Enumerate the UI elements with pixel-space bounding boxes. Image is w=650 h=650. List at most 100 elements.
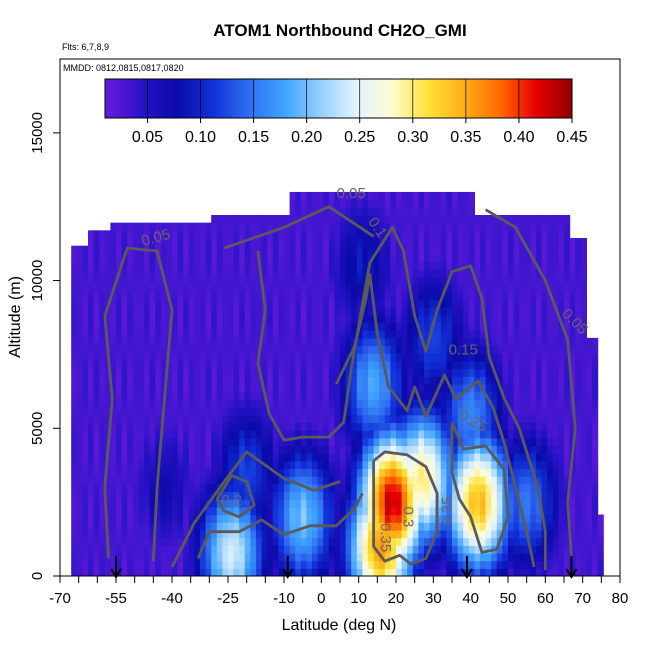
heatmap-cell xyxy=(379,299,386,308)
heatmap-cell xyxy=(239,330,246,339)
heatmap-cell xyxy=(272,568,279,576)
heatmap-cell xyxy=(334,191,341,201)
heatmap-cell xyxy=(312,468,319,477)
heatmap-cell xyxy=(121,552,128,562)
heatmap-cell xyxy=(519,353,526,362)
heatmap-cell xyxy=(485,230,492,239)
heatmap-cell xyxy=(144,291,151,301)
heatmap-cell xyxy=(356,499,363,508)
heatmap-cell xyxy=(205,391,212,400)
heatmap-cell xyxy=(138,545,145,554)
heatmap-cell xyxy=(368,253,375,262)
heatmap-cell xyxy=(384,276,391,285)
heatmap-cell xyxy=(351,245,358,254)
heatmap-cell xyxy=(351,322,358,331)
heatmap-cell xyxy=(558,522,565,531)
heatmap-cell xyxy=(216,222,223,231)
heatmap-cell xyxy=(149,391,156,400)
heatmap-cell xyxy=(351,445,358,454)
heatmap-cell xyxy=(457,214,464,224)
heatmap-cell xyxy=(340,238,347,247)
heatmap-cell xyxy=(592,383,599,393)
heatmap-cell xyxy=(384,284,391,293)
heatmap-cell xyxy=(536,430,543,439)
heatmap-cell xyxy=(295,537,302,546)
heatmap-cell xyxy=(110,307,117,316)
heatmap-cell xyxy=(446,453,453,462)
heatmap-cell xyxy=(250,522,257,531)
heatmap-cell xyxy=(138,376,145,385)
heatmap-cell xyxy=(306,422,313,431)
heatmap-cell xyxy=(183,291,190,301)
heatmap-cell xyxy=(71,268,78,278)
heatmap-cell xyxy=(547,299,554,308)
heatmap-cell xyxy=(317,453,324,462)
heatmap-cell xyxy=(284,453,291,462)
heatmap-cell xyxy=(418,191,425,201)
heatmap-cell xyxy=(183,230,190,239)
heatmap-cell xyxy=(429,552,436,562)
heatmap-cell xyxy=(368,430,375,439)
heatmap-cell xyxy=(552,383,559,393)
heatmap-cell xyxy=(250,353,257,362)
heatmap-cell xyxy=(166,476,173,485)
heatmap-cell xyxy=(424,199,431,208)
heatmap-cell xyxy=(384,368,391,377)
heatmap-cell xyxy=(261,368,268,377)
heatmap-cell xyxy=(452,552,459,562)
heatmap-cell xyxy=(468,222,475,231)
heatmap-cell xyxy=(272,368,279,377)
heatmap-cell xyxy=(267,261,274,270)
heatmap-cell xyxy=(93,299,100,308)
heatmap-cell xyxy=(144,476,151,485)
heatmap-cell xyxy=(267,560,274,569)
heatmap-cell xyxy=(256,407,263,416)
heatmap-cell xyxy=(211,383,218,393)
heatmap-cell xyxy=(188,276,195,285)
heatmap-cell xyxy=(312,191,319,201)
heatmap-cell xyxy=(569,345,576,354)
heatmap-cell xyxy=(491,506,498,516)
heatmap-cell xyxy=(166,560,173,569)
heatmap-cell xyxy=(446,330,453,339)
heatmap-cell xyxy=(468,368,475,377)
heatmap-cell xyxy=(502,376,509,385)
heatmap-cell xyxy=(418,360,425,370)
heatmap-cell xyxy=(519,560,526,569)
heatmap-cell xyxy=(496,445,503,454)
heatmap-cell xyxy=(547,345,554,354)
heatmap-cell xyxy=(334,391,341,400)
heatmap-cell xyxy=(384,414,391,423)
heatmap-cell xyxy=(468,230,475,239)
heatmap-cell xyxy=(552,529,559,539)
x-tick-label: 40 xyxy=(462,590,479,607)
heatmap-cell xyxy=(82,261,89,270)
heatmap-cell xyxy=(160,514,167,523)
heatmap-cell xyxy=(160,537,167,546)
heatmap-cell xyxy=(289,214,296,224)
heatmap-cell xyxy=(149,506,156,516)
heatmap-cell xyxy=(261,238,268,247)
heatmap-cell xyxy=(76,483,83,493)
heatmap-cell xyxy=(233,299,240,308)
heatmap-cell xyxy=(160,307,167,316)
heatmap-cell xyxy=(250,253,257,262)
heatmap-cell xyxy=(267,353,274,362)
heatmap-cell xyxy=(239,445,246,454)
heatmap-cell xyxy=(127,560,134,569)
heatmap-cell xyxy=(82,506,89,516)
heatmap-cell xyxy=(474,314,481,324)
heatmap-cell xyxy=(452,322,459,331)
heatmap-cell xyxy=(99,345,106,354)
heatmap-cell xyxy=(552,506,559,516)
heatmap-cell xyxy=(177,422,184,431)
heatmap-cell xyxy=(76,360,83,370)
heatmap-cell xyxy=(121,291,128,301)
heatmap-cell xyxy=(99,514,106,523)
heatmap-cell xyxy=(110,322,117,331)
heatmap-cell xyxy=(468,330,475,339)
heatmap-cell xyxy=(317,460,324,470)
heatmap-cell xyxy=(435,483,442,493)
heatmap-cell xyxy=(278,414,285,423)
heatmap-cell xyxy=(390,483,397,493)
